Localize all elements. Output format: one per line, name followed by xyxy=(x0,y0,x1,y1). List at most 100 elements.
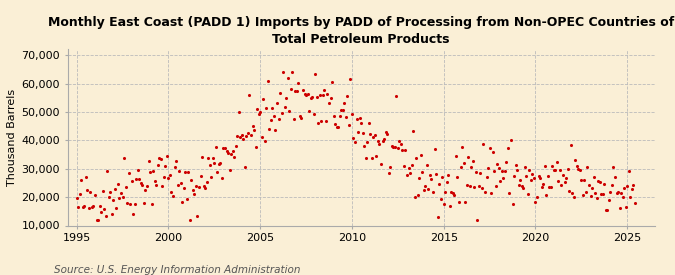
Point xyxy=(103,194,114,199)
Point xyxy=(570,158,580,162)
Point xyxy=(90,192,101,197)
Point xyxy=(217,176,227,180)
Point xyxy=(529,175,539,180)
Point xyxy=(432,215,443,219)
Point xyxy=(626,187,637,192)
Point xyxy=(466,165,477,170)
Point xyxy=(578,192,589,197)
Point xyxy=(457,145,468,149)
Point xyxy=(125,202,136,206)
Point xyxy=(512,168,522,172)
Point xyxy=(73,205,84,209)
Point xyxy=(211,145,221,150)
Point xyxy=(328,114,339,118)
Point xyxy=(502,146,513,150)
Point xyxy=(375,161,386,166)
Point xyxy=(340,115,351,120)
Point xyxy=(359,144,370,148)
Point xyxy=(448,191,458,195)
Point xyxy=(486,191,497,195)
Point xyxy=(357,131,368,135)
Point xyxy=(587,186,597,191)
Point xyxy=(213,162,224,166)
Point xyxy=(403,166,414,170)
Point xyxy=(420,183,431,188)
Point xyxy=(91,218,102,222)
Point xyxy=(458,161,469,165)
Point xyxy=(415,152,426,157)
Point xyxy=(304,109,315,113)
Point xyxy=(530,199,541,204)
Point xyxy=(579,178,590,182)
Point xyxy=(276,110,287,115)
Point xyxy=(115,191,126,195)
Point xyxy=(180,170,190,174)
Point xyxy=(166,190,177,194)
Point xyxy=(137,183,148,187)
Point xyxy=(408,128,418,133)
Point xyxy=(244,92,255,97)
Point xyxy=(446,190,457,194)
Point xyxy=(438,202,449,206)
Point xyxy=(435,197,446,201)
Point xyxy=(207,156,218,161)
Point xyxy=(519,165,530,169)
Point xyxy=(308,112,319,116)
Point xyxy=(463,154,474,159)
Point xyxy=(338,108,348,113)
Point xyxy=(264,126,275,131)
Point xyxy=(441,180,452,184)
Point xyxy=(417,169,428,174)
Point xyxy=(473,183,484,188)
Point xyxy=(286,86,296,91)
Point xyxy=(382,132,393,136)
Title: Monthly East Coast (PADD 1) Imports by PADD of Processing from Non-OPEC Countrie: Monthly East Coast (PADD 1) Imports by P… xyxy=(48,16,674,46)
Point xyxy=(322,92,333,96)
Point xyxy=(371,154,382,158)
Point xyxy=(352,129,363,134)
Point xyxy=(369,133,380,137)
Point xyxy=(240,164,250,169)
Point xyxy=(302,92,313,97)
Point xyxy=(134,177,144,181)
Point xyxy=(525,178,536,182)
Point xyxy=(290,89,301,94)
Point xyxy=(246,133,256,137)
Point xyxy=(599,181,610,186)
Point xyxy=(229,155,240,160)
Point xyxy=(109,187,120,191)
Point xyxy=(553,179,564,183)
Point xyxy=(331,125,342,130)
Point xyxy=(120,185,131,189)
Point xyxy=(310,72,321,76)
Point xyxy=(495,179,506,183)
Point xyxy=(406,163,417,167)
Point xyxy=(574,167,585,172)
Point xyxy=(113,182,124,186)
Point xyxy=(348,136,359,140)
Point xyxy=(568,194,579,199)
Point xyxy=(163,175,174,180)
Point xyxy=(504,190,515,195)
Point xyxy=(184,218,195,222)
Point xyxy=(313,121,324,126)
Point xyxy=(603,198,614,202)
Point xyxy=(102,169,113,173)
Point xyxy=(157,183,167,188)
Point xyxy=(535,175,545,180)
Point xyxy=(202,156,213,160)
Point xyxy=(480,189,491,194)
Point xyxy=(315,93,325,98)
Point xyxy=(279,104,290,109)
Point xyxy=(580,190,591,194)
Point xyxy=(299,92,310,96)
Point xyxy=(300,93,311,97)
Point xyxy=(143,159,154,164)
Point xyxy=(392,146,403,151)
Point xyxy=(496,169,507,173)
Point xyxy=(86,205,97,209)
Point xyxy=(321,119,331,123)
Point xyxy=(596,192,607,196)
Point xyxy=(443,173,454,177)
Point xyxy=(628,183,639,188)
